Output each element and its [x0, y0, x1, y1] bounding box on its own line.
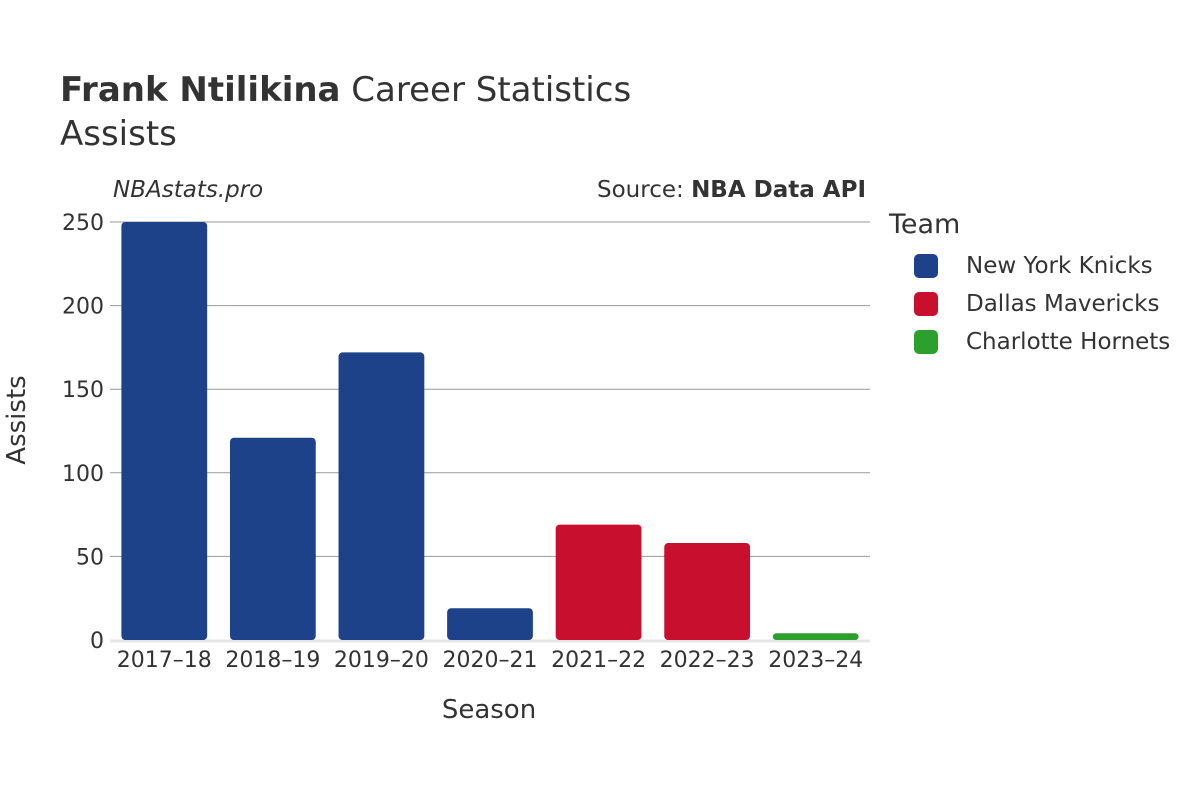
legend-item-new-york-knicks[interactable]: New York Knicks: [914, 253, 1153, 279]
title-suffix: Career Statistics: [340, 70, 632, 110]
y-tick-label: 200: [62, 295, 104, 320]
x-tick-label: 2022–23: [660, 648, 755, 673]
source-prefix: Source:: [597, 177, 692, 203]
legend-label: Charlotte Hornets: [966, 329, 1171, 355]
legend-label: New York Knicks: [966, 253, 1153, 279]
bar-2020–21[interactable]: [447, 608, 533, 640]
x-tick-label: 2021–22: [551, 648, 646, 673]
legend-item-charlotte-hornets[interactable]: Charlotte Hornets: [914, 329, 1170, 355]
source-credit: Source: NBA Data API: [597, 177, 866, 203]
legend-swatch: [914, 292, 938, 316]
bars: [121, 222, 859, 640]
bar-2017–18[interactable]: [121, 222, 208, 640]
x-tick-label: 2019–20: [334, 648, 429, 673]
legend-swatch: [914, 254, 938, 278]
y-tick-label: 0: [90, 629, 104, 654]
y-tick-label: 50: [76, 545, 104, 570]
source-name: NBA Data API: [691, 177, 866, 203]
chart-subtitle: Assists: [60, 114, 177, 154]
y-tick-labels: 0 50 100 150 200 250: [62, 211, 104, 654]
x-tick-label: 2020–21: [443, 648, 538, 673]
y-tick-label: 100: [62, 462, 104, 487]
legend-title: Team: [889, 209, 961, 240]
y-tick-label: 150: [62, 378, 104, 403]
y-axis-label: Assists: [2, 375, 32, 465]
legend-swatch: [914, 330, 938, 354]
gridlines: [110, 221, 870, 643]
x-tick-label: 2017–18: [117, 648, 212, 673]
x-tick-label: 2023–24: [768, 648, 863, 673]
y-tick-label: 250: [62, 211, 104, 236]
bar-2021–22[interactable]: [555, 524, 642, 640]
x-tick-label: 2018–19: [225, 648, 320, 673]
player-name: Frank Ntilikina: [60, 70, 341, 110]
bar-2018–19[interactable]: [229, 437, 316, 640]
watermark: NBAstats.pro: [113, 177, 264, 203]
bar-2022–23[interactable]: [664, 543, 751, 640]
bar-2019–20[interactable]: [338, 352, 425, 640]
bar-2023–24[interactable]: [772, 633, 859, 640]
legend-label: Dallas Mavericks: [966, 291, 1160, 317]
x-tick-labels: 2017–18 2018–19 2019–20 2020–21 2021–22 2022–…: [117, 648, 863, 673]
x-axis-label: Season: [441, 695, 537, 725]
chart-title: Frank Ntilikina Career Statistics: [60, 68, 631, 112]
legend-item-dallas-mavericks[interactable]: Dallas Mavericks: [914, 291, 1159, 317]
